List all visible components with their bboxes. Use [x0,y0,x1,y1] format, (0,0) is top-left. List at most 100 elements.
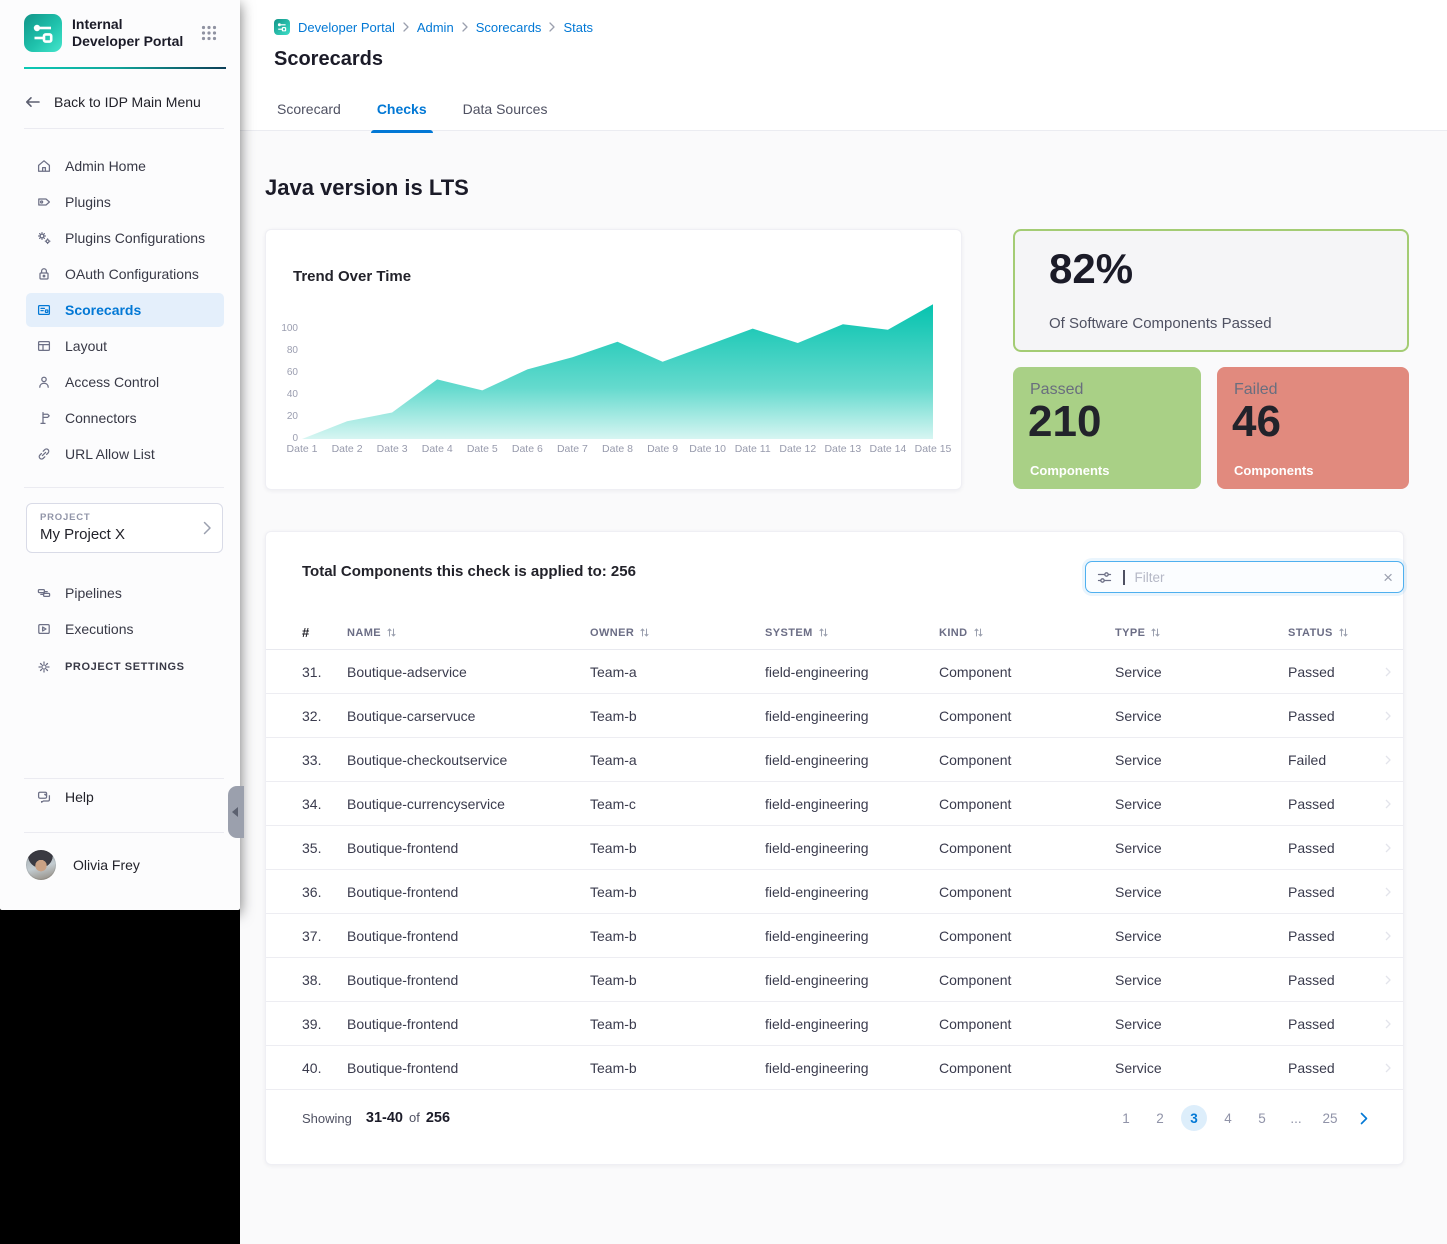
summary-caption: Of Software Components Passed [1049,315,1272,332]
components-table-card: Total Components this check is applied t… [265,531,1404,1165]
table-row[interactable]: 32. Boutique-carservuce Team-b field-eng… [266,694,1403,738]
y-tick-label: 80 [287,345,298,356]
chevron-right-icon [1385,799,1391,809]
summary-percent-card: 82% Of Software Components Passed [1013,229,1409,352]
divider [24,832,224,833]
idp-logo-icon [24,14,62,52]
status-cell: Passed [1288,972,1387,988]
sidebar-item-admin-home[interactable]: Admin Home [26,149,224,183]
table-row[interactable]: 34. Boutique-currencyservice Team-c fiel… [266,782,1403,826]
user-menu[interactable]: Olivia Frey [26,850,140,880]
failed-unit: Components [1234,463,1313,478]
close-icon[interactable]: × [1383,569,1393,586]
column-header-system[interactable]: SYSTEM [765,627,939,639]
table-row[interactable]: 31. Boutique-adservice Team-a field-engi… [266,650,1403,694]
table-row[interactable]: 40. Boutique-frontend Team-b field-engin… [266,1046,1403,1090]
column-header-status[interactable]: STATUS [1288,627,1387,639]
status-cell: Passed [1288,708,1387,724]
breadcrumb-link[interactable]: Admin [417,20,454,35]
failed-count: 46 [1232,397,1281,447]
sidebar-item-scorecards[interactable]: Scorecards [26,293,224,327]
user-name: Olivia Frey [73,857,140,873]
column-header-num[interactable]: # [302,625,347,640]
table-row[interactable]: 33. Boutique-checkoutservice Team-a fiel… [266,738,1403,782]
tab-checks[interactable]: Checks [377,101,427,129]
filter-input[interactable] [1135,570,1374,585]
page-header: Developer Portal Admin Scorecards Stats … [240,0,1447,131]
breadcrumb-link[interactable]: Developer Portal [298,20,395,35]
sidebar-item-plugins[interactable]: Plugins [26,185,224,219]
filter-box[interactable]: × [1085,561,1404,593]
column-header-owner[interactable]: OWNER [590,627,765,639]
x-tick-label: Date 13 [824,443,861,455]
project-name: My Project X [40,526,125,543]
trend-area-path [302,304,933,439]
page-button-5[interactable]: 5 [1249,1105,1275,1131]
table-row[interactable]: 39. Boutique-frontend Team-b field-engin… [266,1002,1403,1046]
help-button[interactable]: Help [26,789,94,805]
chevron-right-icon [1385,1019,1391,1029]
tab-scorecard[interactable]: Scorecard [277,101,341,129]
filter-sliders-icon [1096,569,1113,586]
page-button-3[interactable]: 3 [1181,1105,1207,1131]
project-selector[interactable]: PROJECT My Project X [26,503,223,553]
x-tick-label: Date 8 [602,443,633,455]
gear-icon [36,659,52,675]
breadcrumb-link[interactable]: Stats [563,20,593,35]
failed-card: Failed 46 Components [1217,367,1409,489]
pagination: 1 2 3 4 5 ... 25 [1113,1096,1377,1140]
table-row[interactable]: 37. Boutique-frontend Team-b field-engin… [266,914,1403,958]
sidebar: Internal Developer Portal Back to IDP Ma… [0,0,240,910]
sidebar-item-access-control[interactable]: Access Control [26,365,224,399]
chevron-right-icon [1385,667,1391,677]
brand-accent-line [24,67,226,69]
chevron-right-icon [1385,975,1391,985]
sidebar-item-layout[interactable]: Layout [26,329,224,363]
table-row[interactable]: 35. Boutique-frontend Team-b field-engin… [266,826,1403,870]
app-grid-icon[interactable] [201,25,217,41]
x-tick-label: Date 15 [915,443,952,455]
help-chat-icon [36,789,52,805]
page-button-25[interactable]: 25 [1317,1105,1343,1131]
x-tick-label: Date 1 [287,443,318,455]
x-tick-label: Date 7 [557,443,588,455]
divider [24,128,224,129]
sidebar-item-plugins-configurations[interactable]: Plugins Configurations [26,221,224,255]
column-header-name[interactable]: NAME [347,627,590,639]
tab-data-sources[interactable]: Data Sources [463,101,548,129]
table-title: Total Components this check is applied t… [302,563,636,580]
sidebar-item-pipelines[interactable]: Pipelines [26,576,224,610]
sidebar-item-oauth-configurations[interactable]: OAuth Configurations [26,257,224,291]
page-button-4[interactable]: 4 [1215,1105,1241,1131]
plugin-icon [36,194,52,210]
chevron-right-icon [1385,1063,1391,1073]
sidebar-item-executions[interactable]: Executions [26,612,224,646]
executions-icon [36,621,52,637]
next-page-button[interactable] [1351,1105,1377,1131]
sidebar-collapse-handle[interactable] [228,786,244,838]
column-header-kind[interactable]: KIND [939,627,1115,639]
status-cell: Passed [1288,884,1387,900]
y-axis: 020406080100 [272,301,298,439]
sidebar-item-url-allow-list[interactable]: URL Allow List [26,437,224,471]
page-button-1[interactable]: 1 [1113,1105,1139,1131]
sort-icon [819,627,828,638]
layout-icon [36,338,52,354]
column-header-type[interactable]: TYPE [1115,627,1288,639]
app-logo[interactable]: Internal Developer Portal [24,14,183,52]
table-row[interactable]: 38. Boutique-frontend Team-b field-engin… [266,958,1403,1002]
sidebar-item-project-settings[interactable]: PROJECT SETTINGS [26,650,224,684]
page-button-2[interactable]: 2 [1147,1105,1173,1131]
gears-icon [36,230,52,246]
passed-card: Passed 210 Components [1013,367,1201,489]
x-tick-label: Date 9 [647,443,678,455]
sidebar-item-connectors[interactable]: Connectors [26,401,224,435]
main-content: Developer Portal Admin Scorecards Stats … [240,0,1447,1244]
breadcrumb-link[interactable]: Scorecards [476,20,542,35]
chevron-right-icon [1385,711,1391,721]
back-to-idp-link[interactable]: Back to IDP Main Menu [24,94,201,110]
chevron-right-icon [1385,755,1391,765]
x-tick-label: Date 10 [689,443,726,455]
table-row[interactable]: 36. Boutique-frontend Team-b field-engin… [266,870,1403,914]
lock-icon [36,266,52,282]
